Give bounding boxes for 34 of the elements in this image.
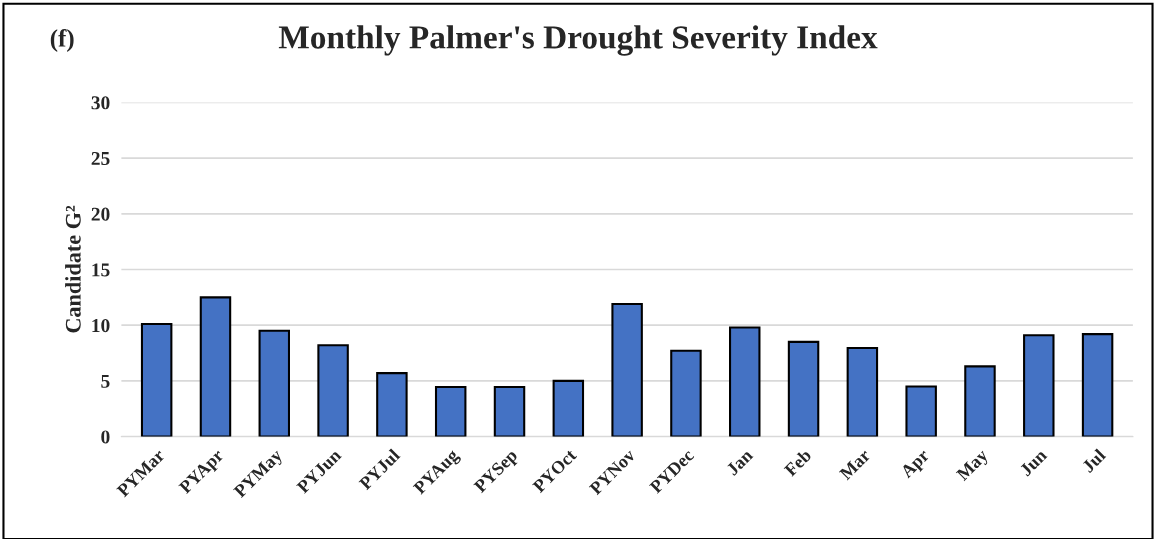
bar bbox=[1081, 333, 1114, 437]
x-tick-label: Jan bbox=[725, 448, 754, 476]
y-tick-label: 0 bbox=[101, 430, 110, 444]
bar bbox=[729, 326, 761, 437]
y-tick-label: 30 bbox=[91, 96, 110, 110]
text: (f) bbox=[50, 28, 74, 52]
y-tick-label: 5 bbox=[101, 374, 110, 388]
x-tick-label: May bbox=[955, 448, 992, 484]
bar bbox=[670, 349, 702, 437]
y-tick-label: 25 bbox=[91, 151, 110, 166]
x-tick-label: Mar bbox=[838, 448, 872, 481]
x-tick-label: Jul bbox=[1081, 447, 1107, 474]
bar bbox=[258, 329, 291, 437]
bar bbox=[787, 340, 820, 437]
bar bbox=[846, 346, 879, 437]
bar bbox=[905, 385, 937, 437]
bar bbox=[552, 379, 585, 437]
chart-title: Monthly Palmer's Drought Severity Index bbox=[278, 25, 878, 56]
x-tick-label: Jun bbox=[1019, 448, 1048, 477]
y-axis-title: Candidate G² bbox=[65, 205, 81, 333]
bar bbox=[434, 385, 467, 437]
bar bbox=[964, 365, 996, 437]
y-tick-label: 20 bbox=[91, 207, 110, 221]
bar bbox=[317, 344, 349, 437]
bar bbox=[611, 302, 643, 437]
x-tick-label: Feb bbox=[783, 448, 813, 478]
x-tick-label: Apr bbox=[899, 448, 933, 482]
bar bbox=[493, 385, 526, 437]
y-tick-label: 10 bbox=[92, 319, 110, 333]
y-tick-label: 15 bbox=[92, 263, 110, 277]
bar bbox=[376, 372, 408, 437]
bar bbox=[140, 323, 173, 437]
bar bbox=[199, 296, 232, 437]
bar bbox=[1023, 334, 1055, 437]
